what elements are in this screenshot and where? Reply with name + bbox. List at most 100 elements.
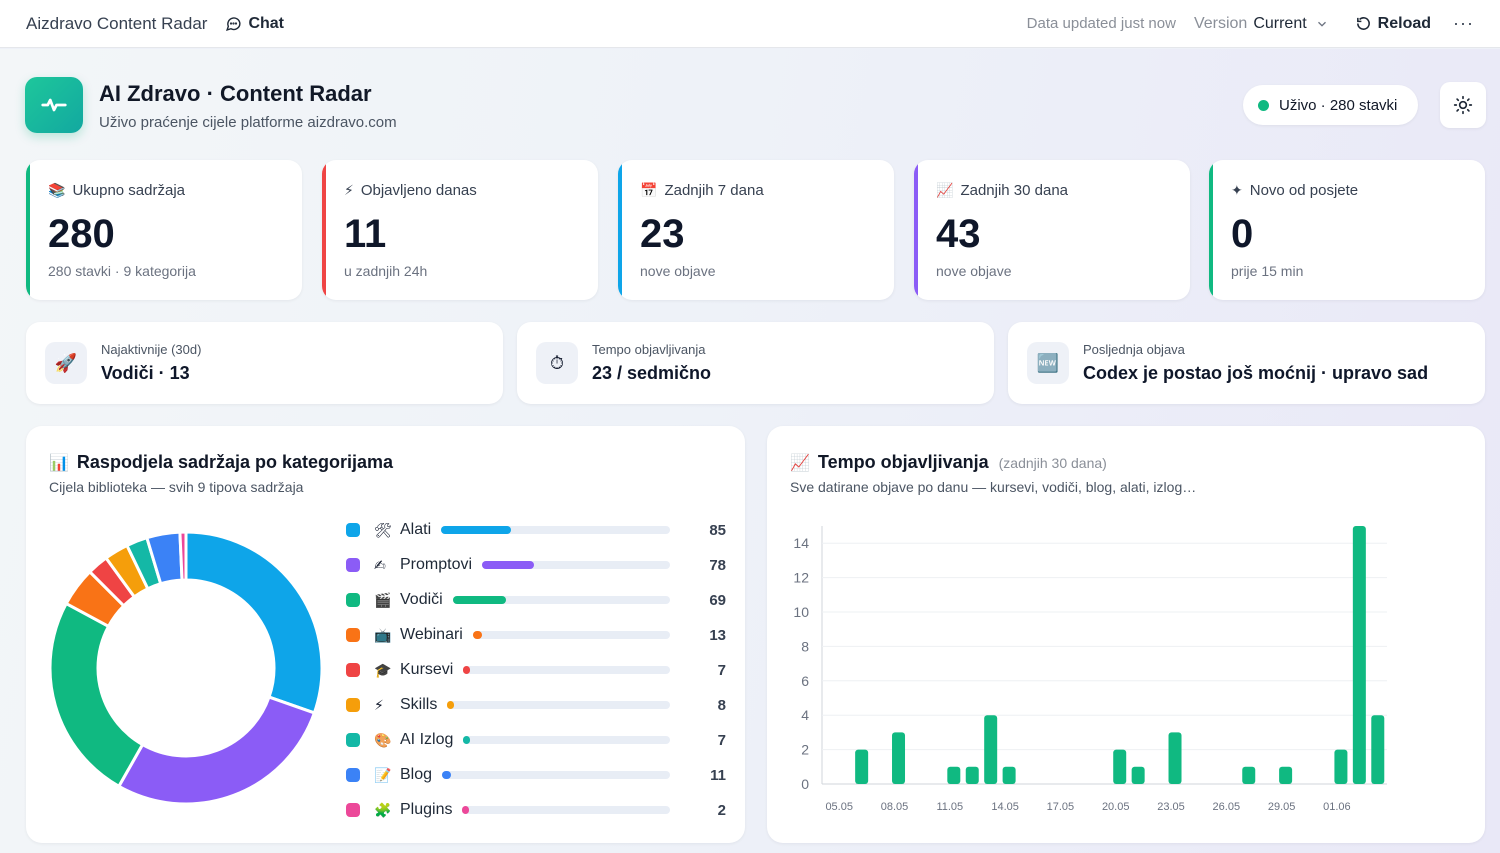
chevron-down-icon	[1317, 21, 1326, 27]
chat-button[interactable]: Chat	[225, 15, 284, 33]
category-icon: ✍	[374, 556, 386, 573]
bar-06.05[interactable]	[855, 749, 869, 784]
kpi-value: 43	[936, 212, 981, 256]
chart-up-icon: 📈	[790, 455, 810, 472]
legend-row[interactable]: 🧩 Plugins 2	[346, 798, 726, 822]
kpi-accent-bar	[26, 160, 30, 300]
legend-progress-track	[441, 526, 670, 534]
bar-14.05[interactable]	[1002, 766, 1016, 784]
donut-slice-alati[interactable]	[184, 530, 324, 715]
more-menu-button[interactable]: ···	[1453, 13, 1474, 33]
calendar-icon: 📅	[640, 182, 658, 198]
distribution-panel: 📊 Raspodjela sadržaja po kategorijama Ci…	[26, 426, 745, 843]
info-value: Vodiči · 13	[101, 363, 190, 383]
info-caption: Najaktivnije (30d)	[101, 342, 202, 357]
legend-row[interactable]: 🎬 Vodiči 69	[346, 588, 726, 612]
legend-swatch	[346, 733, 360, 747]
distribution-title: Raspodjela sadržaja po kategorijama	[76, 452, 394, 472]
info-caption: Tempo objavljivanja	[592, 342, 706, 357]
bar-20.05[interactable]	[1113, 749, 1127, 784]
donut-slice-vodiči[interactable]	[48, 601, 145, 789]
legend-row[interactable]: 🎨 AI Izlog 7	[346, 728, 726, 752]
info-value[interactable]: Codex je postao još moćnij · upravo sad	[1083, 363, 1429, 383]
reload-button[interactable]: Reload	[1355, 15, 1431, 33]
kpi-subtext: nove objave	[936, 263, 1012, 279]
live-dot-icon	[1258, 99, 1269, 111]
lightning-icon: ⚡	[344, 182, 354, 198]
kpi-value: 11	[344, 212, 387, 256]
app-title: Aizdravo Content Radar	[26, 13, 208, 33]
y-tick-label: 10	[793, 604, 809, 620]
bar-11.05[interactable]	[947, 766, 961, 784]
legend-progress-track	[442, 771, 670, 779]
legend-row[interactable]: ✍ Promptovi 78	[346, 553, 726, 577]
bar-23.05[interactable]	[1168, 732, 1182, 784]
legend-label: Vodiči	[400, 591, 443, 608]
y-tick-label: 4	[801, 707, 809, 723]
legend-count: 11	[710, 766, 726, 784]
y-tick-label: 8	[801, 638, 809, 654]
donut-slice-plugins[interactable]	[178, 530, 188, 582]
bar-29.05[interactable]	[1279, 766, 1293, 784]
info-card-most-active: 🚀 Najaktivnije (30d) Vodiči · 13	[26, 322, 503, 404]
sparkle-icon: ✦	[1231, 182, 1243, 198]
legend-label: Plugins	[400, 801, 453, 818]
category-icon: 🎨	[374, 731, 392, 748]
version-dropdown[interactable]: Current	[1253, 15, 1328, 33]
new-badge-icon: 🆕	[1027, 342, 1069, 384]
chart-up-icon: 📈	[936, 182, 954, 198]
legend-swatch	[346, 523, 360, 537]
legend-label: Webinari	[400, 626, 463, 643]
legend-progress-fill	[447, 701, 455, 709]
legend-row[interactable]: 📝 Blog 11	[346, 763, 726, 787]
bar-chart-icon: 📊	[49, 455, 69, 472]
legend-row[interactable]: ⚡ Skills 8	[346, 693, 726, 717]
x-tick-label: 11.05	[936, 801, 963, 813]
live-status-badge: Uživo · 280 stavki	[1243, 85, 1418, 125]
legend-progress-track	[462, 806, 670, 814]
category-icon: ⚡	[374, 696, 384, 713]
legend-swatch	[346, 768, 360, 782]
legend-count: 69	[709, 591, 726, 609]
bar-12.05[interactable]	[965, 766, 979, 784]
donut-slice-promptovi[interactable]	[116, 695, 317, 806]
app-logo	[25, 77, 83, 133]
theme-toggle-button[interactable]	[1440, 82, 1486, 128]
bar-21.05[interactable]	[1131, 766, 1145, 784]
legend-progress-fill	[463, 666, 470, 674]
legend-row[interactable]: 🛠 Alati 85	[346, 518, 726, 542]
kpi-value: 23	[640, 212, 685, 256]
legend-row[interactable]: 📺 Webinari 13	[346, 623, 726, 647]
legend-count: 7	[717, 661, 726, 679]
legend-progress-track	[482, 561, 670, 569]
category-icon: 🛠	[374, 521, 392, 538]
bar-27.05[interactable]	[1242, 766, 1256, 784]
bar-03.06[interactable]	[1371, 715, 1385, 784]
bar-13.05[interactable]	[984, 715, 998, 784]
kpi-subtext: prije 15 min	[1231, 263, 1304, 279]
kpi-accent-bar	[618, 160, 622, 300]
kpi-card-7-days: 📅 Zadnjih 7 dana 23 nove objave	[618, 160, 894, 300]
legend-progress-fill	[452, 596, 507, 604]
kpi-value: 280	[48, 212, 115, 256]
bar-08.05[interactable]	[892, 732, 906, 784]
category-icon: 🎬	[374, 591, 392, 608]
page-title: AI Zdravo · Content Radar	[99, 81, 372, 106]
chat-label: Chat	[248, 14, 284, 32]
y-tick-label: 0	[801, 776, 809, 792]
rocket-icon: 🚀	[45, 342, 87, 384]
legend-swatch	[346, 628, 360, 642]
legend-row[interactable]: 🎓 Kursevi 7	[346, 658, 726, 682]
x-tick-label: 14.05	[991, 801, 1019, 813]
x-tick-label: 29.05	[1268, 801, 1296, 813]
bar-01.06[interactable]	[1334, 749, 1348, 784]
x-tick-label: 23.05	[1157, 801, 1185, 813]
info-card-latest-post: 🆕 Posljednja objava Codex je postao još …	[1008, 322, 1485, 404]
legend-count: 85	[709, 521, 726, 539]
stopwatch-icon: ⏱	[536, 342, 578, 384]
bar-02.06[interactable]	[1352, 526, 1366, 784]
x-tick-label: 01.06	[1323, 801, 1351, 813]
books-icon: 📚	[48, 182, 66, 198]
legend-progress-track	[452, 596, 670, 604]
category-icon: 📝	[374, 766, 392, 783]
